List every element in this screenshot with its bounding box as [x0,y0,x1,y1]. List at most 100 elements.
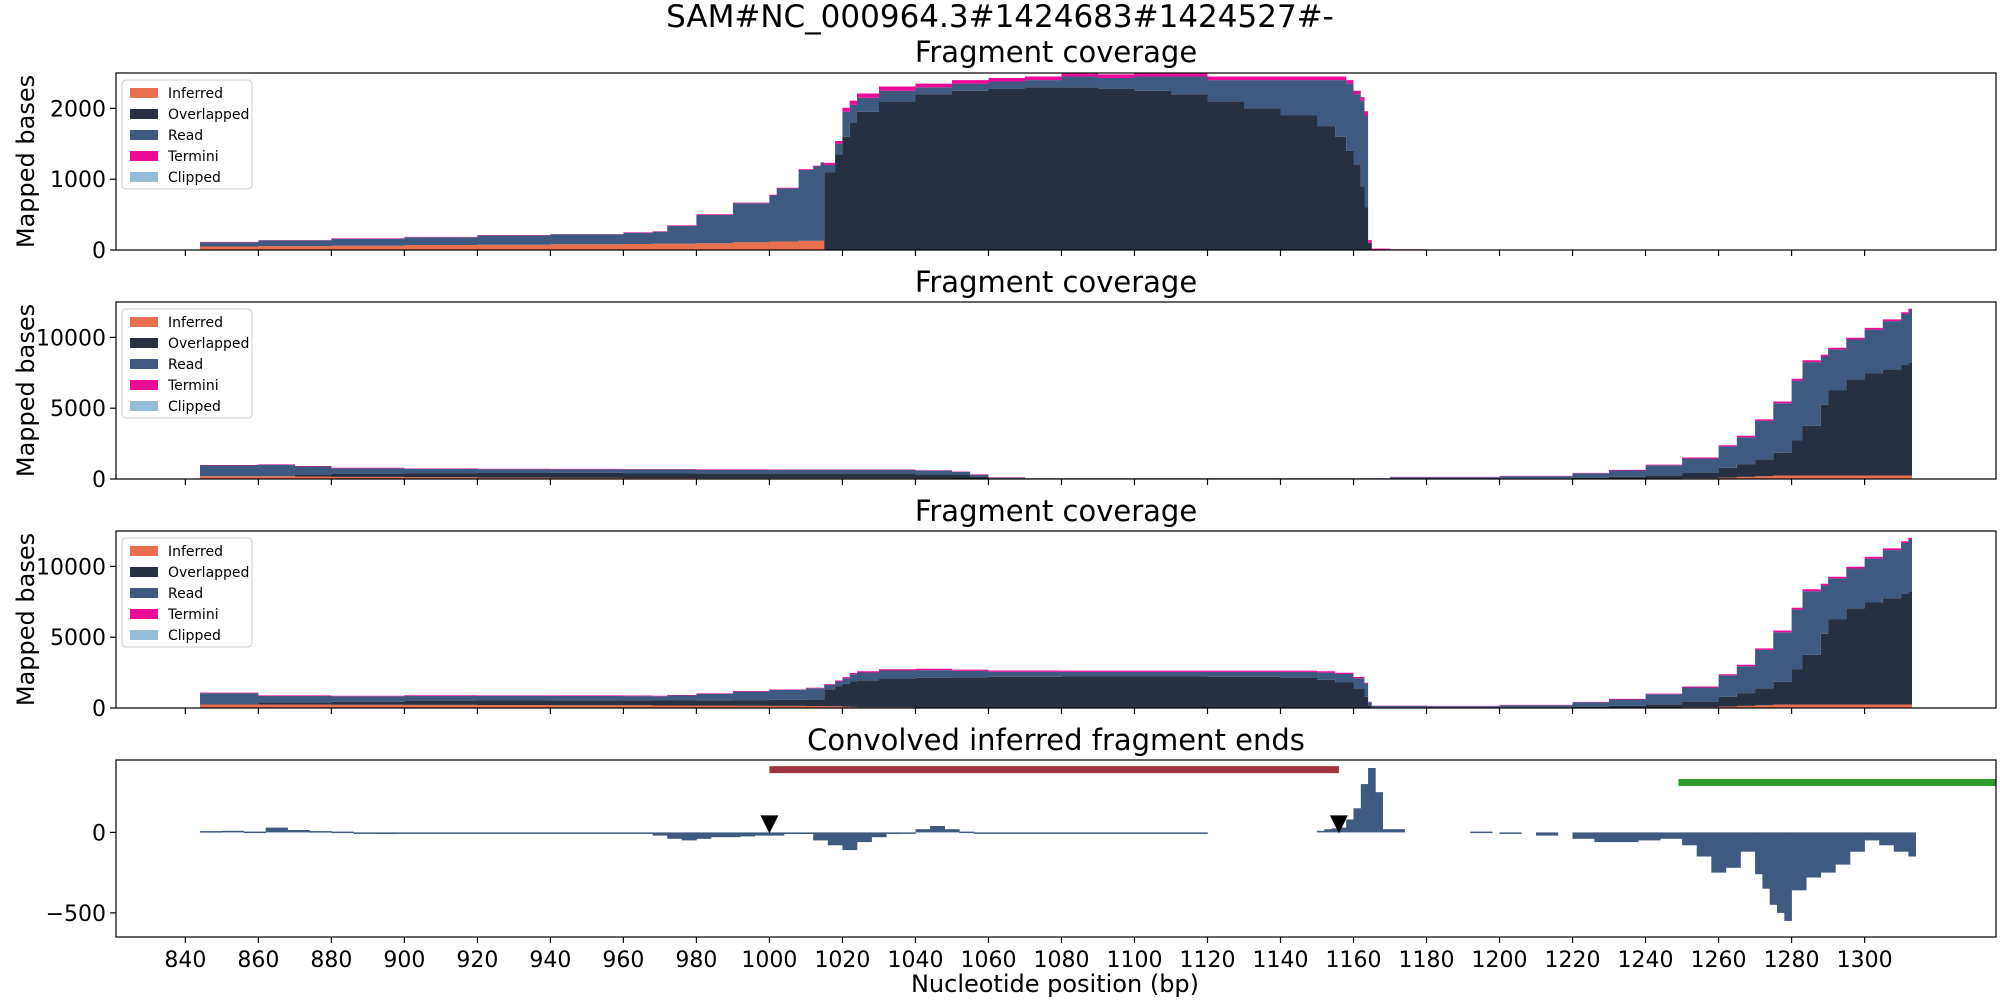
y-tick-label: 0 [92,697,106,722]
legend-label: Read [168,128,203,144]
bar [375,832,398,834]
x-tick-label: 1280 [1764,948,1820,973]
series-overlapped [200,591,1912,708]
y-tick-label: 0 [92,821,106,846]
bar [1119,832,1143,834]
series-clipped [200,308,1912,479]
series-inferred [200,475,1912,479]
bar [1010,832,1033,834]
bar [1820,832,1836,873]
bar [419,832,442,834]
bar [871,832,887,838]
series-inferred [200,704,1912,708]
bar [1163,832,1186,834]
bar [1755,832,1763,875]
bar [1682,832,1697,846]
legend-swatch [130,609,158,619]
bar [725,832,741,838]
bar [1536,832,1559,836]
bar [1594,832,1617,843]
bar [550,832,573,834]
x-tick-label: 1260 [1691,948,1747,973]
bar [353,832,376,834]
bar [842,832,858,851]
y-tick-label: 10000 [36,555,106,580]
series-overlapped [200,87,1912,250]
legend-swatch [130,317,158,327]
x-tick-label: 1080 [1033,948,1089,973]
legend-swatch [130,109,158,119]
series-read [200,539,1912,708]
bar [784,832,799,834]
legend-label: Inferred [168,315,223,331]
bar [1696,832,1712,857]
bar [331,831,354,834]
bar [1769,832,1778,905]
bar [287,830,310,833]
bar [1762,832,1770,889]
bar [572,832,595,834]
x-tick-label: 1120 [1179,948,1235,973]
x-tick-label: 920 [456,948,498,973]
legend-swatch [130,172,158,182]
y-axis-label: Mapped bases [12,304,40,477]
bar [484,832,507,834]
y-tick-label: 0 [92,239,106,264]
series-overlapped [200,362,1912,479]
bar [696,832,712,839]
x-tick-label: 980 [675,948,717,973]
bar [1908,832,1916,857]
y-axis-label: Mapped bases [12,75,40,248]
plot-area [200,766,1996,921]
bar [1616,832,1639,843]
legend-label: Inferred [168,86,223,102]
bar [711,832,726,838]
axes-frame [115,72,1997,251]
legend-swatch [130,546,158,556]
bar [1893,832,1909,852]
x-tick-label: 940 [529,948,571,973]
legend-label: Read [168,357,203,373]
panel-4: −500 0 840 860 880 900 920 940 960 980 1000 1020 104… [46,723,1997,973]
panel-3: 0 5000 10000 Fragment coverage Mapped bases I… [12,494,1997,722]
x-tick-label: 900 [383,948,425,973]
bar [265,827,288,833]
bar [440,832,464,834]
x-tick-label: 1040 [887,948,943,973]
legend-box [121,537,253,648]
bar [1777,832,1785,913]
bar [959,831,975,834]
axes-frame [115,301,1997,480]
bar [1098,832,1121,834]
x-tick-label: 1140 [1253,948,1309,973]
legend-label: Clipped [168,399,221,415]
y-tick-label: 1000 [50,168,106,193]
legend-swatch [130,88,158,98]
legend-swatch [130,588,158,598]
legend-label: Overlapped [168,107,249,123]
panel-2: 0 5000 10000 Fragment coverage Mapped bases I… [12,265,1997,493]
panel-title: Fragment coverage [915,494,1197,528]
bar [1470,831,1493,834]
legend-label: Overlapped [168,565,249,581]
series-read [200,310,1912,479]
bar [915,829,931,833]
bar [798,832,814,834]
bar [1806,832,1822,878]
bar [1740,832,1756,852]
bar [930,826,945,833]
bar [944,829,960,833]
legend-label: Inferred [168,544,223,560]
annotation-marker [760,815,779,834]
bar [1791,832,1807,891]
bar [681,832,697,841]
bar [1879,832,1895,846]
y-tick-label: 2000 [50,97,106,122]
legend-swatch [130,359,158,369]
axes-frame [115,759,1997,938]
figure-title: SAM#NC_000964.3#1424683#1424527#- [666,0,1334,35]
bar [1185,832,1208,834]
plot-area [200,73,1912,250]
bar [827,832,843,846]
bar [900,832,916,834]
